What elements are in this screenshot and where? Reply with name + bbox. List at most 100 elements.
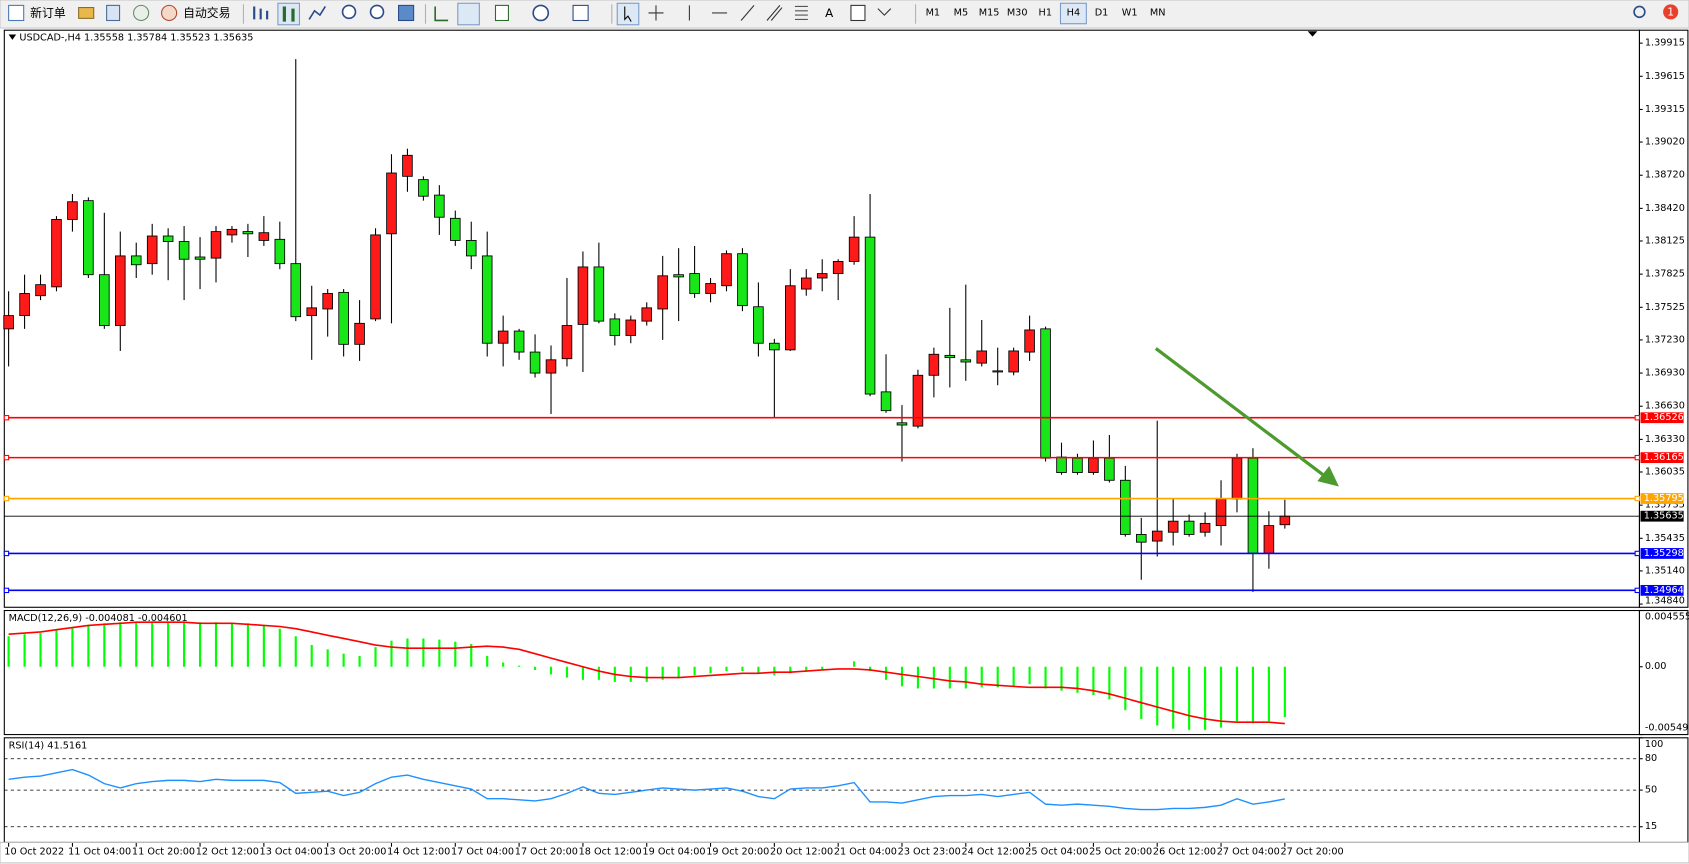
x-tick-label: 17 Oct 04:00 — [451, 847, 514, 858]
level-anchor — [1634, 550, 1640, 557]
toolbar-icon[interactable] — [106, 4, 121, 22]
x-tick-label: 19 Oct 04:00 — [642, 847, 705, 858]
x-tick-label: 11 Oct 04:00 — [68, 847, 131, 858]
header-triangle — [8, 34, 17, 40]
candle-body — [242, 231, 254, 235]
candle-body — [1120, 479, 1131, 535]
macd-last: -0.004081 — [85, 613, 135, 624]
candle-body — [864, 236, 876, 395]
candle-body — [1072, 457, 1083, 473]
level-tag-label: 1.35795 — [1644, 493, 1684, 504]
candle-body — [338, 291, 349, 345]
macd-signal-line — [8, 621, 1285, 725]
y-tick-label: 1.37525 — [1645, 302, 1685, 313]
search-button[interactable] — [1633, 5, 1646, 19]
zoom-in-button[interactable] — [341, 4, 357, 20]
candle-body — [83, 200, 94, 276]
timeframe-button[interactable]: H4 — [1067, 7, 1080, 18]
candle-body — [1151, 530, 1163, 542]
templates-button[interactable] — [572, 4, 589, 22]
trendline-button[interactable] — [740, 5, 755, 21]
candle-body — [880, 391, 892, 412]
y-tick-label: 1.36630 — [1645, 401, 1685, 412]
rsi-last: 41.5161 — [47, 740, 87, 751]
candle-body — [115, 255, 126, 326]
last-close: 1.35635 — [213, 32, 253, 43]
notification-badge[interactable] — [1663, 4, 1679, 20]
tile-button[interactable] — [398, 4, 415, 22]
indicators-button[interactable] — [494, 4, 509, 22]
auto-trading-button[interactable]: 自动交易 — [183, 6, 230, 20]
channel-button[interactable] — [766, 5, 783, 21]
timeframe-button[interactable]: H1 — [1039, 7, 1052, 18]
fibo-button[interactable] — [794, 5, 808, 20]
periods-button[interactable] — [532, 4, 550, 22]
panel-frame — [3, 29, 1640, 608]
y-tick-label: 1.34840 — [1645, 595, 1685, 606]
x-tick-label: 13 Oct 20:00 — [323, 847, 386, 858]
new-order-icon[interactable] — [8, 4, 25, 22]
candle-body — [290, 263, 302, 318]
candle-body — [67, 201, 78, 220]
autoscroll-button[interactable] — [434, 6, 449, 22]
candle-body — [386, 172, 397, 235]
candle-body — [641, 307, 653, 322]
timeframe-button[interactable]: M5 — [954, 7, 969, 18]
cursor-button[interactable] — [616, 2, 640, 26]
candle-body — [1231, 457, 1243, 500]
level-anchor — [3, 495, 10, 502]
timeframe-button[interactable]: M15 — [979, 7, 1000, 18]
y-tick-label: -0.005493 — [1645, 723, 1689, 734]
toolbar: 新订单 自动交易 A M1 M5 M15 M30 H1 H4 D1 W1 MN — [0, 0, 1689, 29]
bar-chart-button[interactable] — [253, 6, 269, 20]
level-anchor — [3, 587, 10, 594]
x-tick-label: 14 Oct 12:00 — [387, 847, 450, 858]
candle-body — [753, 306, 764, 344]
line-chart-button[interactable] — [308, 6, 326, 20]
candle-body — [99, 274, 110, 326]
zoom-out-button[interactable] — [369, 4, 385, 20]
timeframe-button[interactable]: MN — [1150, 7, 1166, 18]
timeframe-button[interactable]: W1 — [1122, 7, 1138, 18]
candle-chart-button[interactable] — [277, 2, 300, 26]
candle-body — [721, 253, 732, 287]
trend-arrow — [1154, 347, 1329, 480]
candle-body — [194, 256, 206, 260]
x-tick-label: 17 Oct 20:00 — [515, 847, 578, 858]
x-tick-label: 19 Oct 20:00 — [706, 847, 769, 858]
candle-body — [705, 283, 716, 294]
new-order-button[interactable]: 新订单 — [30, 6, 66, 20]
toolbar-icon[interactable] — [78, 7, 95, 19]
candle-body — [912, 374, 924, 427]
level-anchor — [3, 454, 10, 461]
candle-body — [529, 351, 541, 374]
y-tick-label: 1.35735 — [1645, 500, 1685, 511]
timeframe-button[interactable]: M30 — [1007, 7, 1028, 18]
candle-body — [832, 261, 844, 275]
arrows-button[interactable] — [877, 8, 892, 16]
price-axis — [1638, 609, 1689, 736]
candle-body — [1167, 520, 1179, 533]
chart-shift-button[interactable] — [457, 2, 480, 26]
candle-body — [1263, 525, 1275, 554]
toolbar-icon[interactable] — [133, 4, 150, 22]
timeframe-button[interactable]: D1 — [1095, 7, 1109, 18]
rsi-header: RSI(14) 41.5161 — [9, 740, 88, 751]
label-tool-button[interactable] — [850, 4, 866, 22]
timeframe-button[interactable]: M1 — [926, 7, 941, 18]
candle-body — [178, 241, 190, 260]
candle-body — [625, 319, 637, 336]
macd-header: MACD(12,26,9) -0.004081 -0.004601 — [9, 613, 188, 624]
candle-body — [896, 422, 908, 426]
last-low: 1.35523 — [170, 32, 210, 43]
text-tool-icon[interactable]: A — [825, 6, 833, 20]
candle-body — [928, 353, 940, 376]
level-tag — [1640, 493, 1684, 504]
auto-trading-icon[interactable] — [161, 4, 178, 22]
crosshair-button[interactable] — [648, 5, 664, 21]
candle-body — [1008, 350, 1019, 373]
candle-body — [210, 231, 222, 259]
chart-header: USDCAD-,H4 1.35558 1.35784 1.35523 1.356… — [19, 32, 253, 43]
